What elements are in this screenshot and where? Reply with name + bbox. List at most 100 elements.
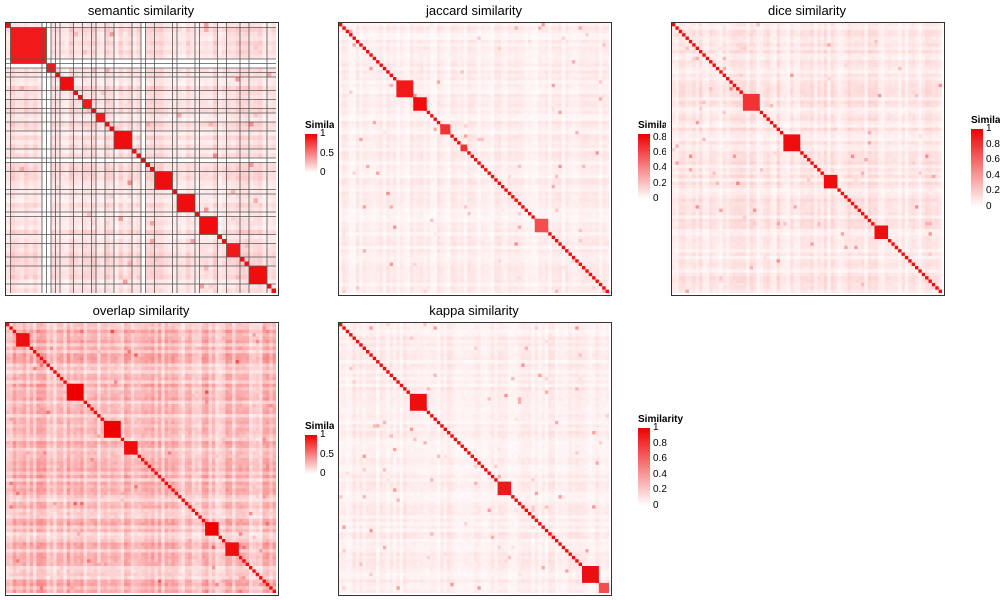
heatmap-cell bbox=[494, 70, 499, 75]
heatmap-cell bbox=[433, 23, 438, 27]
heatmap-cell bbox=[426, 46, 431, 51]
heatmap-cell bbox=[389, 43, 394, 48]
heatmap-cell bbox=[60, 171, 65, 177]
heatmap-cell bbox=[474, 63, 478, 68]
heatmap-cell bbox=[588, 53, 593, 58]
heatmap-cell bbox=[490, 73, 495, 78]
heatmap-cell bbox=[558, 36, 563, 41]
heatmap-cell bbox=[46, 176, 52, 181]
heatmap-cell bbox=[355, 36, 360, 41]
heatmap-cell bbox=[585, 43, 590, 48]
heatmap-cell bbox=[262, 207, 268, 213]
heatmap-cell bbox=[109, 95, 115, 100]
heatmap-cell bbox=[578, 63, 583, 68]
heatmap-cell bbox=[28, 234, 34, 240]
heatmap-cell bbox=[222, 279, 227, 285]
heatmap-cell bbox=[55, 158, 61, 163]
heatmap-cell bbox=[154, 162, 160, 168]
heatmap-cell bbox=[172, 279, 178, 285]
heatmap-cell bbox=[208, 158, 214, 163]
heatmap-cell bbox=[258, 221, 263, 226]
heatmap-cell bbox=[389, 50, 394, 54]
heatmap-cell bbox=[24, 270, 29, 276]
heatmap-cell bbox=[575, 50, 580, 54]
heatmap-cell bbox=[585, 73, 590, 78]
heatmap-cell bbox=[123, 279, 128, 285]
heatmap-cell bbox=[208, 77, 214, 82]
heatmap-cell bbox=[271, 158, 276, 163]
heatmap-cell bbox=[399, 66, 404, 71]
heatmap-cell bbox=[204, 23, 209, 28]
heatmap-cell bbox=[204, 212, 209, 217]
heatmap-cell bbox=[443, 29, 448, 34]
heatmap-cell bbox=[477, 39, 482, 44]
heatmap-cell bbox=[150, 212, 155, 217]
heatmap-cell bbox=[199, 135, 205, 141]
heatmap-cell bbox=[163, 140, 169, 145]
heatmap-cell bbox=[199, 113, 205, 118]
heatmap-cell bbox=[100, 243, 106, 249]
heatmap-cell bbox=[249, 225, 254, 231]
heatmap-cell bbox=[244, 144, 250, 150]
heatmap-cell bbox=[213, 122, 218, 127]
heatmap-cell bbox=[15, 131, 20, 136]
heatmap-cell bbox=[159, 117, 164, 123]
heatmap-cell bbox=[91, 207, 97, 213]
heatmap-cell bbox=[19, 171, 25, 177]
heatmap-cell bbox=[267, 59, 272, 64]
heatmap-cell bbox=[177, 45, 182, 51]
heatmap-cell bbox=[396, 70, 401, 75]
heatmap-cell bbox=[24, 221, 29, 226]
heatmap-cell bbox=[163, 257, 169, 262]
heatmap-cell bbox=[60, 108, 65, 114]
heatmap-cell bbox=[42, 279, 47, 285]
heatmap-cell bbox=[141, 153, 146, 159]
heatmap-cell bbox=[73, 99, 79, 105]
heatmap-cell bbox=[172, 243, 178, 249]
heatmap-cell bbox=[136, 189, 142, 195]
heatmap-cell bbox=[416, 36, 421, 41]
heatmap-cell bbox=[123, 207, 128, 213]
heatmap-cell bbox=[91, 23, 97, 28]
heatmap-cell bbox=[366, 53, 370, 58]
heatmap-cell bbox=[406, 73, 411, 78]
heatmap-cell bbox=[6, 23, 11, 28]
heatmap-cell bbox=[136, 113, 142, 118]
heatmap-cell bbox=[605, 46, 609, 51]
heatmap-cell bbox=[267, 72, 272, 78]
heatmap-cell bbox=[204, 257, 209, 262]
heatmap-cell bbox=[226, 131, 232, 136]
heatmap-cell bbox=[6, 149, 11, 154]
heatmap-cell bbox=[605, 39, 609, 44]
heatmap-cell bbox=[150, 158, 155, 163]
heatmap-cell bbox=[480, 36, 485, 41]
heatmap-cell bbox=[168, 81, 173, 87]
heatmap-cell bbox=[154, 252, 160, 258]
heatmap-cell bbox=[487, 43, 492, 48]
heatmap-cell bbox=[168, 86, 173, 91]
heatmap-cell bbox=[168, 248, 173, 253]
heatmap-cell bbox=[231, 90, 236, 96]
heatmap-cell bbox=[154, 36, 160, 42]
heatmap-cell bbox=[190, 257, 196, 262]
heatmap-cell bbox=[91, 176, 97, 181]
heatmap-cell bbox=[78, 279, 83, 285]
heatmap-cell bbox=[258, 135, 263, 141]
heatmap-cell bbox=[6, 41, 11, 46]
heatmap-cell bbox=[199, 126, 205, 132]
heatmap-cell bbox=[24, 261, 29, 267]
heatmap-cell bbox=[42, 216, 47, 222]
heatmap-cell bbox=[15, 198, 20, 204]
heatmap-cell bbox=[231, 68, 236, 73]
heatmap-cell bbox=[123, 104, 128, 109]
heatmap-cell bbox=[213, 203, 218, 208]
heatmap-cell bbox=[145, 99, 151, 105]
heatmap-cell bbox=[389, 36, 394, 41]
heatmap-cell bbox=[565, 43, 569, 48]
heatmap-cell bbox=[231, 153, 236, 159]
heatmap-cell bbox=[217, 149, 223, 154]
heatmap-cell bbox=[37, 239, 43, 244]
heatmap-cell bbox=[132, 45, 137, 51]
heatmap-cell bbox=[141, 261, 146, 267]
heatmap-cell bbox=[186, 266, 191, 271]
